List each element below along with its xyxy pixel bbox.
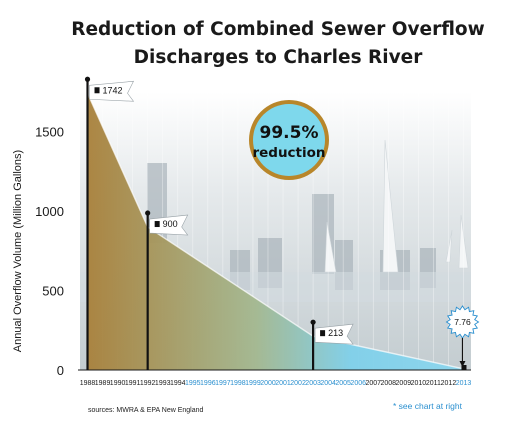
x-tick-label: 1989: [95, 380, 111, 387]
x-tick-label: 2013: [456, 380, 472, 387]
x-tick-label: 1992: [140, 380, 156, 387]
reduction-badge: [253, 104, 325, 176]
data-marker-point: [461, 365, 467, 370]
y-axis-label: Annual Overflow Volume (Million Gallons): [12, 150, 24, 352]
x-tick-label: 1990: [110, 380, 126, 387]
data-label: 1742: [103, 85, 123, 95]
x-tick-label: 1995: [185, 380, 201, 387]
x-tick-label: 1994: [170, 380, 186, 387]
x-tick-label: 2012: [441, 380, 457, 387]
x-tick-label: 1996: [200, 380, 216, 387]
x-tick-label: 2007: [365, 380, 381, 387]
data-marker-dot: [310, 319, 316, 325]
y-tick-label: 1500: [35, 125, 64, 140]
footnote: * see chart at right: [393, 401, 462, 411]
x-tick-label: 1991: [125, 380, 141, 387]
x-tick-label: 2004: [320, 380, 336, 387]
x-tick-label: 2010: [411, 380, 427, 387]
chart-title-line-1: Reduction of Combined Sewer Overflow: [71, 19, 485, 40]
area-series: [87, 93, 464, 370]
x-tick-label: 1999: [245, 380, 261, 387]
x-tick-label: 2011: [426, 380, 441, 387]
data-label: 7.76: [454, 317, 471, 327]
y-tick-label: 0: [57, 363, 64, 378]
reduction-badge-label: reduction: [252, 145, 325, 161]
x-tick-label: 2008: [380, 380, 396, 387]
x-tick-label: 2009: [396, 380, 412, 387]
data-marker-dot: [84, 76, 91, 82]
x-tick-label: 2003: [305, 380, 321, 387]
data-label-bullet: [94, 87, 100, 94]
x-tick-label: 1998: [230, 380, 246, 387]
x-tick-label: 1997: [215, 380, 231, 387]
data-label-starburst: [445, 305, 480, 339]
data-label: 900: [163, 219, 178, 229]
data-label-flag: [149, 214, 189, 236]
data-label-bullet: [320, 330, 326, 337]
x-tick-label: 2000: [260, 380, 276, 387]
x-tick-label: 1993: [155, 380, 171, 387]
x-tick-label: 2002: [290, 380, 306, 387]
data-marker-dot: [145, 210, 151, 216]
reduction-badge-value: 99.5%: [260, 123, 319, 143]
chart-title-line-2: Discharges to Charles River: [133, 47, 423, 68]
y-tick-label: 1000: [35, 204, 64, 219]
source-note: sources: MWRA & EPA New England: [88, 407, 204, 414]
x-tick-label: 2001: [275, 380, 291, 387]
data-label-bullet: [154, 221, 160, 228]
data-label: 213: [328, 328, 343, 338]
y-tick-label: 500: [42, 284, 64, 299]
x-tick-label: 2005: [335, 380, 351, 387]
background-sail: [445, 229, 453, 263]
x-tick-label: 1988: [80, 380, 96, 387]
data-label-flag: [89, 80, 135, 102]
data-label-arrowhead: [459, 361, 466, 367]
x-tick-label: 2006: [350, 380, 366, 387]
area-edge: [86, 92, 464, 370]
data-label-flag: [314, 323, 354, 345]
